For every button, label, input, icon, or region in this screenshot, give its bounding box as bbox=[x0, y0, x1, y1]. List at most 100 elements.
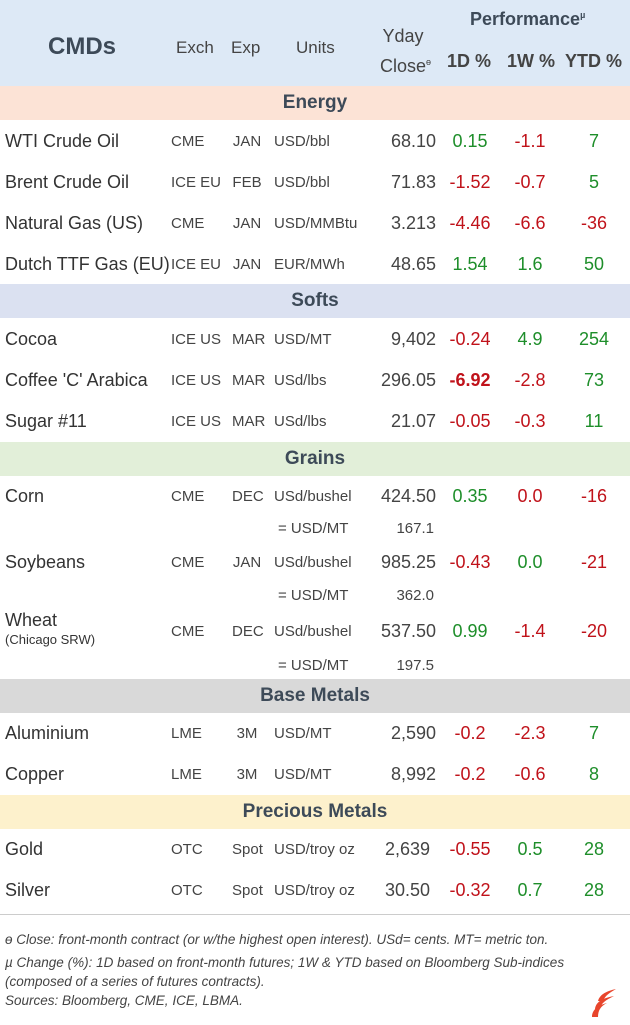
cell-exch: ICE EU bbox=[171, 256, 222, 273]
cell-close: 48.65 bbox=[390, 254, 436, 274]
row-copper: Copper LME 3M USD/MT 8,992 -0.2 -0.6 8 bbox=[0, 754, 630, 795]
cell-1d: 0.15 bbox=[452, 131, 488, 151]
cell-sub-units: = USD/MT bbox=[278, 520, 349, 537]
cell-close: 296.05 bbox=[380, 370, 436, 390]
cell-close: 68.10 bbox=[390, 131, 436, 151]
section-softs: Softs bbox=[0, 284, 630, 318]
cell-1w: -0.7 bbox=[514, 172, 546, 192]
cell-ytd: 73 bbox=[583, 370, 605, 390]
cell-exp: FEB bbox=[232, 174, 262, 191]
cell-name: Brent Crude Oil bbox=[5, 172, 130, 192]
cell-ytd: 28 bbox=[583, 880, 605, 900]
cell-exp: DEC bbox=[232, 488, 264, 505]
cell-1w: -0.6 bbox=[514, 764, 546, 784]
cell-1d: -0.55 bbox=[449, 839, 491, 859]
row-wheat-metric: = USD/MT 197.5 bbox=[0, 652, 630, 680]
row-soybeans-metric: = USD/MT 362.0 bbox=[0, 582, 630, 610]
cell-units: USd/lbs bbox=[274, 372, 327, 389]
cell-1d: -0.2 bbox=[454, 764, 486, 784]
cell-exch: ICE US bbox=[171, 331, 222, 348]
cell-1d: -0.32 bbox=[449, 880, 491, 900]
header-exch: Exch bbox=[176, 38, 214, 57]
cell-1d: -6.92 bbox=[449, 370, 491, 390]
row-soybeans: Soybeans CME JAN USd/bushel 985.25 -0.43… bbox=[0, 542, 630, 583]
cell-sub-close: 362.0 bbox=[396, 587, 434, 604]
cell-name-sub: (Chicago SRW) bbox=[5, 632, 96, 647]
cell-close: 8,992 bbox=[390, 764, 436, 784]
cell-exch: CME bbox=[171, 488, 205, 505]
cell-units: EUR/MWh bbox=[274, 256, 345, 273]
cell-exch: CME bbox=[171, 554, 205, 571]
cell-units: USD/bbl bbox=[274, 133, 330, 150]
cell-close: 424.50 bbox=[380, 486, 436, 506]
section-grains: Grains bbox=[0, 442, 630, 476]
cell-close: 537.50 bbox=[380, 621, 436, 641]
cell-1w: -2.8 bbox=[514, 370, 546, 390]
cell-units: USD/MMBtu bbox=[274, 215, 358, 232]
cell-units: USD/MT bbox=[274, 766, 332, 783]
cell-name: Silver bbox=[5, 880, 51, 900]
cell-close: 985.25 bbox=[380, 552, 436, 572]
cell-ytd: 11 bbox=[584, 411, 604, 431]
table-header: CMDs Exch Exp Units Yday Closeɵ Performa… bbox=[0, 0, 630, 86]
header-yday-mark: ɵ bbox=[426, 57, 432, 67]
footnote-divider bbox=[0, 914, 630, 915]
cell-ytd: 8 bbox=[588, 764, 599, 784]
cell-close: 71.83 bbox=[390, 172, 436, 192]
cell-name: Wheat bbox=[5, 610, 58, 630]
header-ytd: YTD % bbox=[565, 51, 623, 71]
cell-1w: -6.6 bbox=[514, 213, 546, 233]
header-1d: 1D % bbox=[447, 51, 492, 71]
header-performance-label: Performance bbox=[470, 9, 581, 29]
cell-units: USd/bushel bbox=[274, 488, 352, 505]
cell-exch: CME bbox=[171, 623, 205, 640]
cell-name: Gold bbox=[5, 839, 44, 859]
cell-exch: CME bbox=[171, 215, 205, 232]
cell-ytd: 7 bbox=[588, 723, 599, 743]
cell-exp: 3M bbox=[236, 725, 258, 742]
footnote-change-2: (composed of a series of futures contrac… bbox=[5, 974, 265, 989]
row-corn: Corn CME DEC USd/bushel 424.50 0.35 0.0 … bbox=[0, 476, 630, 517]
header-yday-line2: Close bbox=[380, 56, 427, 76]
header-1w: 1W % bbox=[507, 51, 556, 71]
cell-1d: -1.52 bbox=[449, 172, 491, 192]
footnote-close: ɵ Close: front-month contract (or w/the … bbox=[5, 932, 549, 947]
cell-ytd: 5 bbox=[588, 172, 599, 192]
cell-exch: LME bbox=[171, 766, 202, 783]
cell-units: USD/troy oz bbox=[274, 841, 355, 858]
cell-1w: -2.3 bbox=[514, 723, 546, 743]
cell-exch: OTC bbox=[171, 882, 203, 899]
cell-sub-units: = USD/MT bbox=[278, 587, 349, 604]
cell-exp: JAN bbox=[232, 133, 262, 150]
cell-exp: JAN bbox=[232, 215, 262, 232]
cell-name: Natural Gas (US) bbox=[5, 213, 144, 233]
cell-close: 2,639 bbox=[384, 839, 430, 859]
cell-1w: 1.6 bbox=[517, 254, 543, 274]
cell-close: 9,402 bbox=[390, 329, 436, 349]
cell-ytd: -36 bbox=[580, 213, 607, 233]
row-ttf: Dutch TTF Gas (EU) ICE EU JAN EUR/MWh 48… bbox=[0, 244, 630, 285]
header-performance: Performanceµ bbox=[470, 9, 585, 30]
cell-name: Copper bbox=[5, 764, 65, 784]
cell-units: USD/MT bbox=[274, 331, 332, 348]
row-silver: Silver OTC Spot USD/troy oz 30.50 -0.32 … bbox=[0, 870, 630, 911]
cell-1d: -4.46 bbox=[449, 213, 491, 233]
header-perf-mark: µ bbox=[580, 10, 586, 20]
cell-sub-close: 197.5 bbox=[396, 657, 434, 674]
cell-1w: 0.5 bbox=[517, 839, 543, 859]
row-brent: Brent Crude Oil ICE EU FEB USD/bbl 71.83… bbox=[0, 162, 630, 203]
cell-units: USD/MT bbox=[274, 725, 332, 742]
header-cmds: CMDs bbox=[48, 33, 117, 60]
cell-exp: DEC bbox=[232, 623, 264, 640]
cell-exp: MAR bbox=[232, 413, 266, 430]
section-base-metals: Base Metals bbox=[0, 679, 630, 713]
flame-logo-icon bbox=[592, 989, 616, 1017]
cell-exp: 3M bbox=[236, 766, 258, 783]
row-wheat-name: Wheat (Chicago SRW) bbox=[5, 609, 95, 649]
cell-close: 3.213 bbox=[390, 213, 436, 233]
header-yday-line1: Yday bbox=[382, 26, 424, 46]
cell-1w: -1.1 bbox=[514, 131, 546, 151]
cell-ytd: -16 bbox=[580, 486, 607, 506]
cell-exch: ICE US bbox=[171, 413, 222, 430]
cell-1w: -0.3 bbox=[514, 411, 546, 431]
